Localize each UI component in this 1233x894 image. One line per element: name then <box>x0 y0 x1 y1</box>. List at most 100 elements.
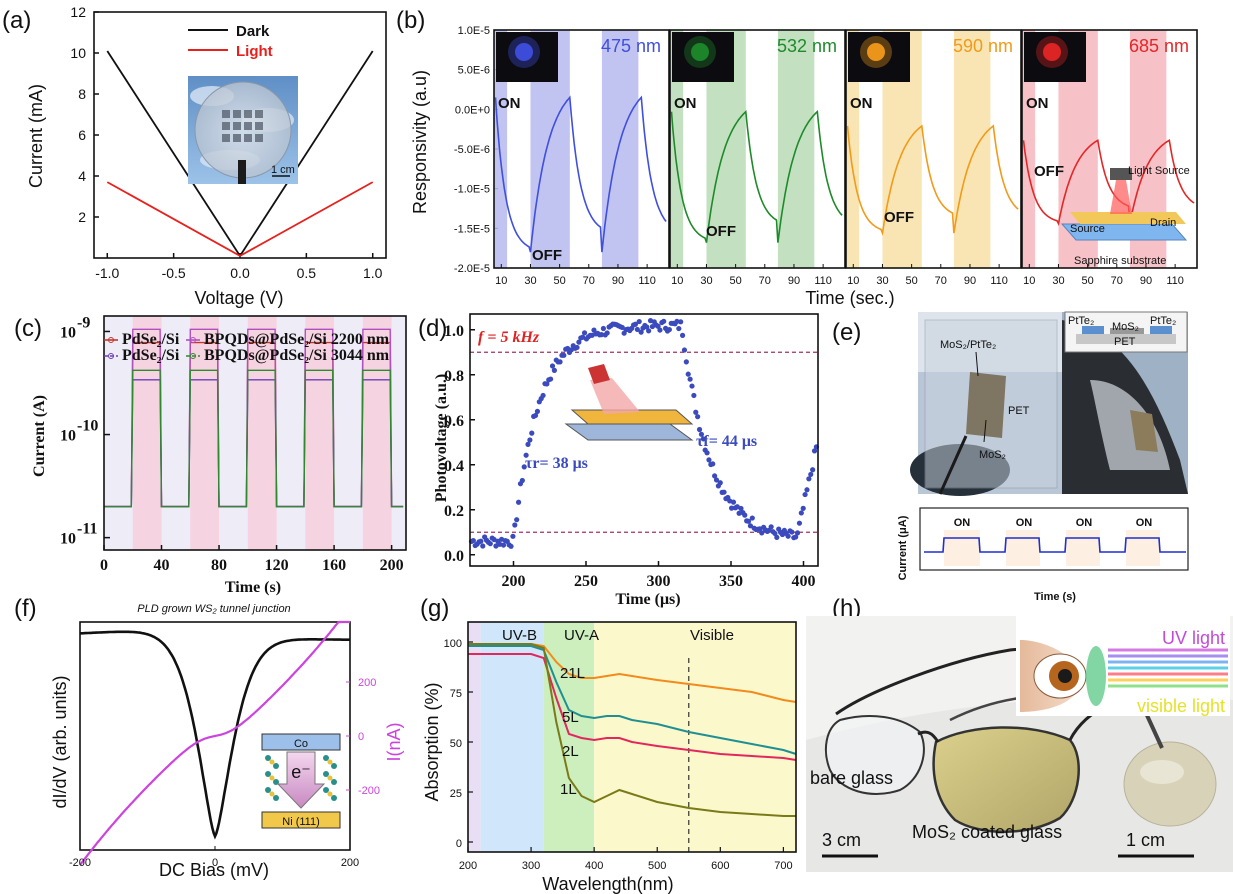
panel-d-data-point <box>674 318 680 325</box>
panel-d-xtick-label: 300 <box>647 573 671 590</box>
panel-d-data-point <box>717 480 723 486</box>
led-glow-icon <box>867 43 885 61</box>
panel-f-ylabel-right: I(nA) <box>384 722 404 761</box>
label-pet: PET <box>1008 405 1030 417</box>
panel-b-ytick-label: -1.0E-5 <box>454 184 490 196</box>
panel-f-didv-curve <box>79 630 351 840</box>
electrode-shape <box>1070 212 1186 224</box>
panel-f-xlabel: DC Bias (mV) <box>159 860 269 880</box>
panel-label-e: (e) <box>832 319 861 346</box>
panel-c-legend-label: PdSe₂/Si <box>122 347 180 364</box>
panel-c-on-window <box>362 316 392 550</box>
panel-d-data-point <box>713 477 720 483</box>
panel-b-ytick-label: -5.0E-6 <box>454 144 490 156</box>
panel-label-b: (b) <box>396 7 425 34</box>
panel-a-xtick-label: -1.0 <box>95 265 119 281</box>
panel-label-f: (f) <box>14 595 37 622</box>
panel-b-xtick-label: 90 <box>964 275 976 287</box>
panel-d-data-point <box>696 426 703 433</box>
panel-b-xtick-label: 70 <box>583 275 595 287</box>
panel-e-on-label: ON <box>1136 517 1153 529</box>
panel-f-xtick-label: 0 <box>212 857 218 869</box>
panel-d-data-point <box>551 367 557 373</box>
panel-d-data-point <box>548 376 554 382</box>
panel-b-xtick-label: 10 <box>495 275 507 287</box>
panel-d-data-point <box>681 347 688 353</box>
light-source-schematic <box>1060 168 1188 241</box>
panel-c-legend-label: BPQDs@PdSe₂/Si 3044 nm <box>204 347 390 364</box>
panel-g-series-2L <box>468 653 797 761</box>
panel-d-data-point <box>581 330 588 336</box>
panel-d-data-point <box>634 326 640 333</box>
legend-label-light: Light <box>236 43 273 60</box>
panel-b-xtick-label: 30 <box>1052 275 1064 287</box>
panel-g-region-1 <box>543 622 595 852</box>
panel-d-ytick-label: 0.6 <box>444 413 464 430</box>
panel-b-subplot-frame <box>1021 29 1198 269</box>
schematic-label-mos2: MoS₂ <box>1112 321 1139 333</box>
panel-g-ytick-label: 50 <box>450 738 462 750</box>
panel-f-right-tick-label: -200 <box>358 785 380 797</box>
panel-b-chart: Responsivity (a.u) Time (sec.) 1.0E-5 5.0… <box>410 25 1198 308</box>
panel-d-data-point <box>806 476 812 482</box>
panel-c-series-3 <box>104 369 404 508</box>
panel-f-ylabel-left: dI/dV (arb. units) <box>50 675 70 808</box>
panel-a-series-light <box>106 181 374 257</box>
panel-b-response-curve <box>494 95 667 253</box>
panel-d-ytick-label: 0.2 <box>444 503 464 520</box>
panel-d-data-point <box>687 376 693 382</box>
panel-d-data-point <box>730 499 737 505</box>
panel-b-xtick-label: 50 <box>906 275 918 287</box>
panel-e-on-window <box>1006 530 1040 566</box>
panel-a-ytick-label: 6 <box>78 127 86 143</box>
panel-b-xtick-label: 30 <box>700 275 712 287</box>
panel-b-ytick-label: 5.0E-6 <box>458 65 490 77</box>
panel-g-region-0 <box>480 622 544 852</box>
eye-diagram-inset: UV light visible light <box>1016 616 1230 716</box>
led-halo-icon <box>1036 36 1068 68</box>
panel-g-series-label: 5L <box>562 709 579 726</box>
panel-c-ytick-label: 10 <box>60 428 76 445</box>
photodetector-device-inset <box>564 364 694 441</box>
panel-d-frequency-label: f = 5 kHz <box>478 329 540 346</box>
schematic-label-pt2: PtTe₂ <box>1150 315 1176 327</box>
flexible-device-photo: MoS₂/PtTe₂ PET MoS₂ PtTe₂ PtTe₂ MoS₂ PET <box>910 311 1188 496</box>
label-mos2-pdte2-stack: MoS₂/PtTe₂ <box>940 339 996 351</box>
panel-g-series-1L <box>468 643 796 817</box>
panel-a-xtick-label: -0.5 <box>162 265 186 281</box>
panel-b-on-window <box>601 30 639 268</box>
panel-d-data-point <box>527 437 533 443</box>
panel-c-xlabel: Time (s) <box>225 579 281 596</box>
panel-d-data-point <box>808 471 814 478</box>
panel-c-on-window <box>247 316 277 550</box>
light-source-label: Light Source <box>1128 165 1190 177</box>
panel-f-xtick-label: -200 <box>69 857 91 869</box>
panel-b-subplot-frame <box>493 29 670 269</box>
panel-c-ytick-label: 10 <box>60 531 76 548</box>
panel-b-subplot-2: 10 30 50 70 90 110 590 nm ON <box>845 29 1022 287</box>
device-layer-shape <box>570 409 694 425</box>
led-halo-icon <box>684 36 716 68</box>
panel-b-on-label: ON <box>674 95 697 112</box>
panel-a-ytick-label: 2 <box>78 209 86 225</box>
panel-d-data-point <box>574 344 580 351</box>
panel-b-xtick-label: 50 <box>1082 275 1094 287</box>
panel-d-xtick-label: 350 <box>719 573 743 590</box>
panel-b-off-label: OFF <box>884 209 914 226</box>
panel-label-g: (g) <box>420 595 449 622</box>
panel-d-data-point <box>619 324 625 331</box>
panel-c-xtick-label: 160 <box>322 557 346 574</box>
panel-b-subplot-frame <box>669 29 846 269</box>
coated-lens-illustration <box>1123 699 1217 827</box>
panel-d-data-point <box>470 537 476 544</box>
panel-b-xtick-label: 70 <box>935 275 947 287</box>
panel-b-off-label: OFF <box>1034 163 1064 180</box>
panel-b-off-label: OFF <box>706 223 736 240</box>
panel-d-data-point <box>700 436 706 442</box>
panel-b-subplot-frame <box>845 29 1022 269</box>
panel-d-data-point <box>515 499 522 505</box>
panel-d-data-point <box>747 523 754 529</box>
panel-g-ylabel: Absorption (%) <box>422 682 442 801</box>
panel-d-xtick-label: 400 <box>792 573 816 590</box>
panel-c-xtick-label: 40 <box>154 557 170 574</box>
